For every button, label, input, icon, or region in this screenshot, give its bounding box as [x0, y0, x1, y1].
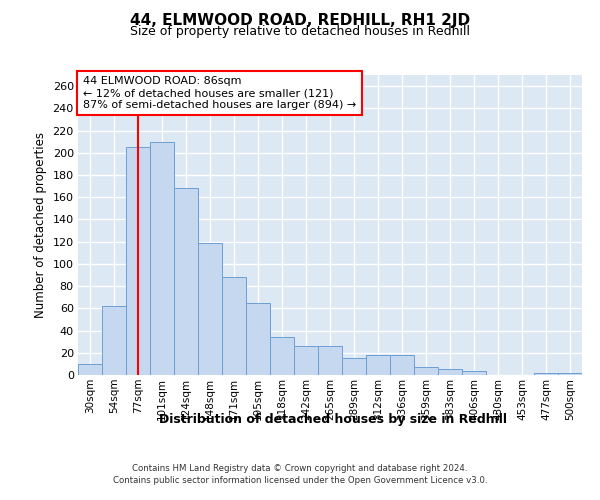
Text: Contains HM Land Registry data © Crown copyright and database right 2024.: Contains HM Land Registry data © Crown c…: [132, 464, 468, 473]
Bar: [318, 346, 342, 375]
Bar: [534, 373, 558, 375]
Bar: [270, 337, 294, 375]
Text: Size of property relative to detached houses in Redhill: Size of property relative to detached ho…: [130, 25, 470, 38]
Text: 44 ELMWOOD ROAD: 86sqm
← 12% of detached houses are smaller (121)
87% of semi-de: 44 ELMWOOD ROAD: 86sqm ← 12% of detached…: [83, 76, 356, 110]
Y-axis label: Number of detached properties: Number of detached properties: [34, 132, 47, 318]
Text: 44, ELMWOOD ROAD, REDHILL, RH1 2JD: 44, ELMWOOD ROAD, REDHILL, RH1 2JD: [130, 12, 470, 28]
Bar: [462, 370, 486, 375]
Bar: [174, 188, 198, 375]
Bar: [414, 367, 438, 375]
Bar: [126, 147, 150, 375]
Bar: [438, 370, 462, 375]
Bar: [102, 306, 126, 375]
Bar: [390, 355, 414, 375]
Text: Distribution of detached houses by size in Redhill: Distribution of detached houses by size …: [159, 412, 507, 426]
Bar: [294, 346, 318, 375]
Bar: [222, 277, 246, 375]
Bar: [150, 142, 174, 375]
Bar: [246, 303, 270, 375]
Bar: [366, 355, 390, 375]
Bar: [78, 364, 102, 375]
Bar: [558, 373, 582, 375]
Bar: [342, 358, 366, 375]
Text: Contains public sector information licensed under the Open Government Licence v3: Contains public sector information licen…: [113, 476, 487, 485]
Bar: [198, 243, 222, 375]
